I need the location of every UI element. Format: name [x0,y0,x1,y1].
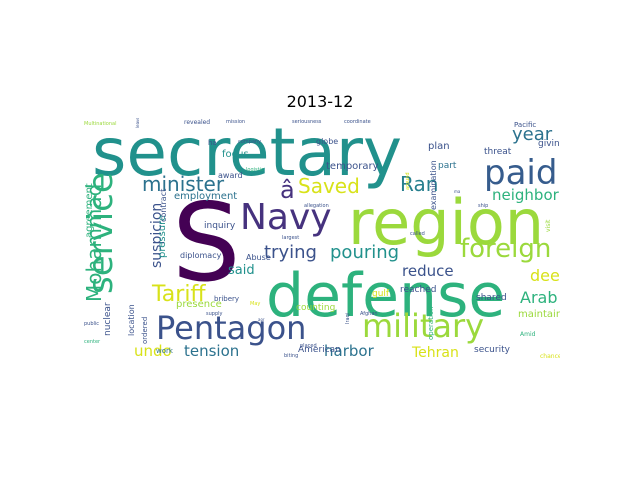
cloud-word: counting [296,303,336,313]
cloud-word: S [172,181,241,306]
cloud-word: American [298,345,341,355]
cloud-word: called [410,231,425,237]
cloud-word: contract [159,188,168,222]
cloud-word: Saved [298,174,360,198]
cloud-word: undo [134,342,172,359]
cloud-word: revealed [184,119,211,126]
cloud-word: tension [184,342,240,359]
cloud-word: aor [258,317,265,322]
cloud-word: giving [538,139,560,149]
cloud-word: company [238,139,262,145]
cloud-word: work [156,347,173,355]
cloud-word: Abuse [246,253,271,262]
cloud-word: Arab [520,288,558,307]
cloud-word: gulf [372,289,390,299]
cloud-word: Iraqi [345,312,351,324]
figure-title: 2013-12 [286,92,354,111]
cloud-word: public [84,321,100,327]
cloud-word: supply [206,311,223,317]
cloud-word: biting [284,353,299,359]
cloud-word: seriousness [292,119,322,125]
cloud-word: mission [226,119,246,125]
cloud-word: shared [476,293,507,303]
cloud-word: said [228,263,255,278]
cloud-word: deep [530,266,560,285]
cloud-word: defense [266,261,506,331]
cloud-word: pouring [330,242,400,263]
cloud-word: reached [400,285,437,295]
cloud-word: year [512,124,553,145]
cloud-word: chance [540,353,560,359]
cloud-word: Navy [240,197,332,238]
cloud-word: military [362,307,485,345]
cloud-word: focus [222,149,249,160]
cloud-word: presence [176,299,222,310]
cloud-word: maintain [518,309,560,320]
cloud-word: leave [135,118,140,128]
cloud-word: â [280,176,295,204]
cloud-word: May [250,301,261,307]
cloud-word: location [127,304,136,336]
cloud-word: Pacific [514,121,537,129]
cloud-word: operation [427,306,435,340]
cloud-word: agreement [84,183,95,238]
cloud-word: foreign [460,234,552,264]
cloud-word: Amid [520,331,536,338]
cloud-word: minister [142,172,225,196]
cloud-word: allegation [304,203,329,209]
cloud-word: trying [264,242,317,263]
cloud-word: coordinate [344,119,371,125]
cloud-word: part [438,161,457,171]
cloud-word: plan [428,141,450,152]
cloud-word: bribery [214,295,240,303]
cloud-word: around [405,172,411,190]
cloud-word: harbor [324,342,374,359]
cloud-word: nuclear [103,302,113,336]
cloud-word: ha [208,139,217,147]
cloud-word: Pentagon [156,309,307,347]
cloud-word: security [474,345,510,355]
cloud-word: secretary [92,118,403,191]
cloud-word: Afghan [360,311,378,317]
cloud-word: ordered [141,316,149,344]
cloud-word: examination [429,160,438,210]
cloud-word: neighbor [492,186,559,204]
cloud-word: largest [282,235,300,241]
cloud-word: inquiry [204,221,236,231]
cloud-word: center [84,339,101,345]
cloud-word: placed [300,343,317,349]
cloud-word: diplomacy [180,251,222,260]
cloud-word: logistic [246,167,264,173]
cloud-word: Ran [400,172,439,196]
cloud-word: employment [174,191,238,202]
cloud-word: ship [478,203,489,209]
cloud-word: ma [454,189,461,194]
cloud-word: region [348,186,545,259]
cloud-word: Tariff [152,282,206,307]
cloud-word: threat [484,147,512,157]
cloud-word: paid [484,153,558,193]
cloud-word: visit [545,219,552,232]
cloud-word: temporary [326,161,379,172]
cloud-word: award [218,171,243,180]
cloud-word: globe [316,137,339,146]
cloud-word: Multinational [84,121,117,127]
cloud-word: Tehran [412,345,459,358]
cloud-word: reduce [402,262,454,280]
